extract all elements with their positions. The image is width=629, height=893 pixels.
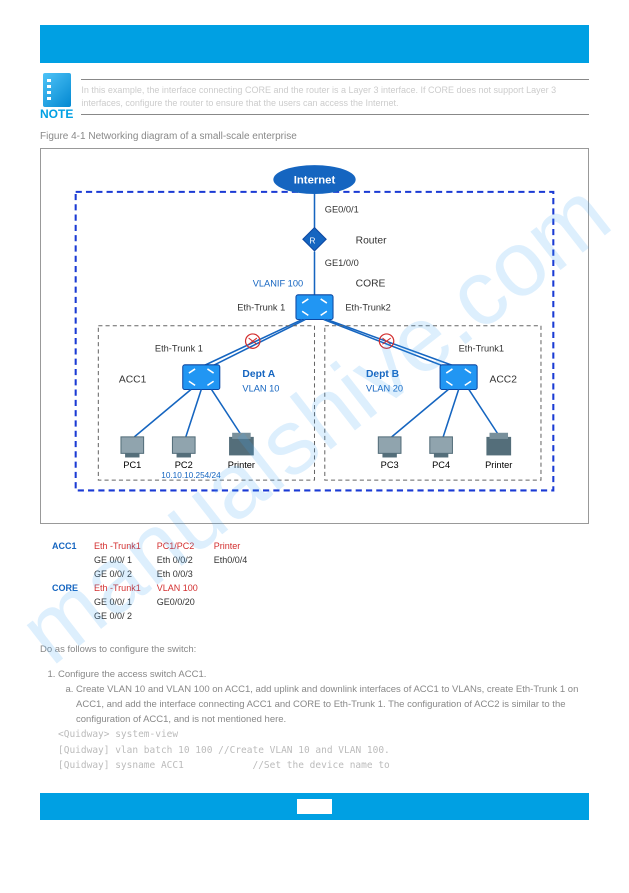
svg-text:Dept A: Dept A — [242, 369, 275, 380]
svg-text:Eth-Trunk 1: Eth-Trunk 1 — [155, 343, 203, 353]
svg-text:Eth-Trunk 1: Eth-Trunk 1 — [237, 302, 285, 312]
note-body: In this example, the interface connectin… — [81, 84, 589, 109]
svg-text:GE1/0/0: GE1/0/0 — [325, 258, 359, 268]
legend-table: ACC1 Eth -Trunk1 PC1/PC2 Printer GE 0/0/… — [50, 538, 263, 624]
note-label: NOTE — [40, 107, 73, 121]
svg-text:GE0/0/1: GE0/0/1 — [325, 204, 359, 214]
svg-text:VLANIF 100: VLANIF 100 — [253, 279, 303, 289]
svg-text:Printer: Printer — [485, 460, 512, 470]
svg-text:Eth-Trunk1: Eth-Trunk1 — [459, 343, 504, 353]
svg-text:VLAN 20: VLAN 20 — [366, 384, 403, 394]
svg-text:Router: Router — [356, 235, 387, 246]
svg-text:10.10.10.254/24: 10.10.10.254/24 — [161, 471, 221, 480]
svg-text:PC2: PC2 — [175, 460, 193, 470]
svg-text:R: R — [309, 236, 315, 245]
figure-caption: Figure 4-1 Networking diagram of a small… — [40, 131, 589, 142]
svg-text:PC1: PC1 — [123, 460, 141, 470]
svg-text:CORE: CORE — [356, 279, 386, 290]
svg-text:VLAN 10: VLAN 10 — [242, 384, 279, 394]
svg-text:Internet: Internet — [294, 175, 336, 187]
notebook-icon — [43, 73, 71, 107]
svg-text:Printer: Printer — [228, 460, 255, 470]
header-bar — [40, 25, 589, 63]
footer-bar: 4-2 — [40, 793, 589, 820]
svg-text:Eth-Trunk2: Eth-Trunk2 — [345, 302, 390, 312]
svg-text:ACC1: ACC1 — [119, 374, 147, 385]
svg-text:Dept B: Dept B — [366, 369, 399, 380]
svg-text:ACC2: ACC2 — [490, 374, 518, 385]
network-diagram: Internet GE0/0/1 R Router GE1/0/0 VLANIF… — [40, 148, 589, 524]
instructions: Do as follows to configure the switch: C… — [40, 642, 589, 773]
svg-text:PC3: PC3 — [381, 460, 399, 470]
svg-text:PC4: PC4 — [432, 460, 450, 470]
